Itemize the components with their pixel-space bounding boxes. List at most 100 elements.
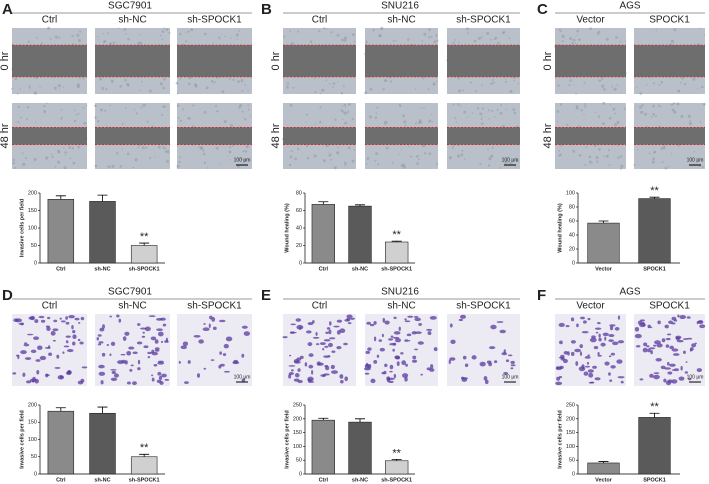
texture (141, 146, 145, 150)
cell (589, 337, 597, 343)
bar (47, 199, 75, 264)
x-tick-label: sh-SPOCK1 (381, 266, 412, 272)
cell (208, 323, 211, 329)
texture (82, 122, 84, 124)
texture (149, 156, 152, 159)
wound-gap (634, 45, 705, 77)
cell (154, 349, 160, 352)
cell (650, 350, 653, 355)
texture (305, 113, 309, 116)
cell (656, 343, 663, 348)
x-tick-label: Vector (595, 477, 613, 483)
cell (488, 346, 496, 350)
texture (556, 110, 560, 113)
texture (404, 124, 407, 127)
texture (309, 40, 313, 43)
texture (134, 158, 138, 162)
texture (457, 89, 461, 93)
texture (20, 116, 22, 119)
y-tick-label: 0 (572, 471, 575, 477)
texture (221, 90, 225, 94)
texture (500, 103, 502, 106)
cell (609, 379, 613, 383)
texture (230, 37, 232, 39)
micrograph (12, 314, 88, 386)
cell (23, 342, 28, 345)
cell (555, 381, 563, 386)
cell (570, 317, 575, 322)
y-tick-label: 20 (569, 246, 575, 252)
texture (481, 36, 483, 39)
cell (102, 324, 105, 329)
error-bar (598, 220, 609, 224)
texture (94, 116, 97, 119)
cell (384, 320, 390, 325)
cell (316, 361, 321, 366)
cell (147, 351, 152, 355)
cell (346, 317, 351, 321)
texture (63, 147, 65, 149)
texture (583, 113, 585, 116)
cell (81, 366, 88, 369)
y-tick-label: 100 (566, 444, 575, 450)
texture (159, 34, 162, 37)
micrograph (283, 27, 356, 95)
cell (663, 378, 667, 383)
texture (383, 78, 387, 83)
y-tick-label: 200 (28, 190, 37, 196)
cell (325, 365, 330, 371)
cell (389, 370, 393, 373)
cell (129, 368, 133, 372)
texture (560, 30, 562, 32)
texture (432, 82, 436, 86)
cell (77, 380, 84, 385)
texture (141, 80, 144, 83)
cell (384, 363, 388, 368)
cell (307, 376, 314, 382)
texture (430, 113, 433, 116)
texture (121, 148, 123, 150)
cell (617, 340, 625, 344)
texture (591, 161, 593, 164)
texture (491, 109, 494, 113)
cell (669, 345, 675, 350)
texture (17, 120, 20, 123)
cell (288, 374, 292, 379)
cell (559, 340, 563, 345)
cell (676, 339, 684, 343)
y-axis-label: Invasive cells per field (284, 410, 290, 468)
texture (190, 28, 193, 31)
texture (436, 162, 439, 165)
cell (109, 315, 113, 318)
texture (297, 147, 300, 151)
texture (94, 164, 98, 168)
texture (224, 35, 226, 37)
cell (110, 341, 116, 346)
wound-gap (447, 127, 520, 145)
wound-gap (177, 127, 252, 145)
texture (427, 88, 430, 90)
y-axis-label: Wound healing (%) (284, 203, 290, 253)
texture (343, 111, 347, 115)
cell (336, 346, 342, 350)
micrograph (12, 102, 88, 170)
texture (199, 146, 203, 150)
texture (166, 150, 170, 154)
cell (429, 368, 435, 372)
cell (98, 364, 105, 369)
texture (561, 40, 564, 43)
texture (12, 43, 14, 46)
texture (53, 86, 57, 90)
texture (617, 145, 619, 147)
panel-title: SGC7901 (108, 1, 152, 12)
texture (332, 86, 334, 88)
significance: ** (392, 447, 401, 459)
error-bar (139, 242, 150, 246)
cell (48, 352, 53, 357)
texture (165, 28, 169, 32)
cell (164, 378, 170, 381)
texture (588, 155, 592, 159)
texture (435, 80, 438, 83)
cell (222, 353, 227, 356)
column-label: sh-SPOCK1 (187, 301, 242, 312)
